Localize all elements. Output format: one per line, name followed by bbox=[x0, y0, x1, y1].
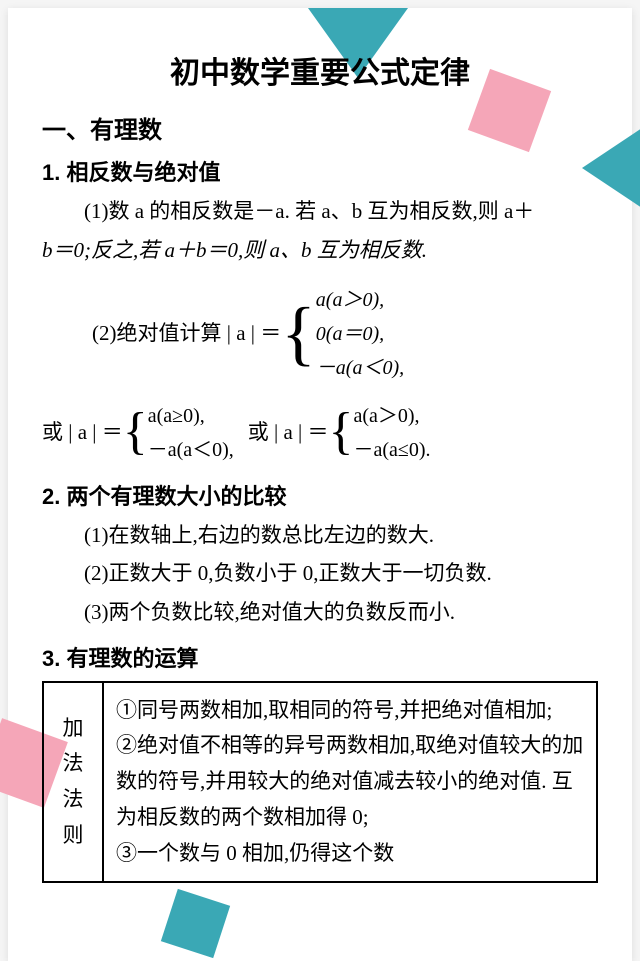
rule-line: ③一个数与 0 相加,仍得这个数 bbox=[116, 836, 584, 872]
left-brace-icon: { bbox=[329, 410, 354, 454]
section-heading: 一、有理数 bbox=[42, 110, 598, 145]
paragraph: (1)在数轴上,右边的数总比左边的数大. bbox=[42, 517, 598, 554]
math-label: 或 | a | ＝ bbox=[42, 417, 123, 449]
rule-body-cell: ①同号两数相加,取相同的符号,并把绝对值相加; ②绝对值不相等的异号两数相加,取… bbox=[103, 682, 597, 882]
rule-line: ①同号两数相加,取相同的符号,并把绝对值相加; bbox=[116, 693, 584, 729]
math-label: 或 | a | ＝ bbox=[248, 417, 329, 449]
text-line: (1)数 a 的相反数是－a. 若 a、b 互为相反数,则 a＋ bbox=[84, 199, 534, 223]
math-case: a(a＞0), bbox=[353, 399, 430, 433]
math-case: －a(a＜0), bbox=[316, 351, 404, 385]
table-row: 加法法则 ①同号两数相加,取相同的符号,并把绝对值相加; ②绝对值不相等的异号两… bbox=[43, 682, 597, 882]
math-formula-abs-3case: (2)绝对值计算 | a | ＝ { a(a＞0), 0(a＝0), －a(a＜… bbox=[92, 283, 598, 385]
decor-square-teal-bottom bbox=[161, 889, 230, 958]
paragraph: (1)数 a 的相反数是－a. 若 a、b 互为相反数,则 a＋ bbox=[42, 193, 598, 230]
paragraph: b＝0;反之,若 a＋b＝0,则 a、b 互为相反数. bbox=[42, 232, 598, 269]
math-case: a(a＞0), bbox=[316, 283, 404, 317]
math-label: (2)绝对值计算 | a | ＝ bbox=[92, 318, 281, 350]
math-case: a(a≥0), bbox=[148, 399, 234, 433]
page-title: 初中数学重要公式定律 bbox=[42, 48, 598, 92]
rule-label: 加法法则 bbox=[56, 711, 90, 854]
document-content: 初中数学重要公式定律 一、有理数 1. 相反数与绝对值 (1)数 a 的相反数是… bbox=[42, 48, 598, 883]
rule-label-cell: 加法法则 bbox=[43, 682, 103, 882]
math-case: －a(a≤0). bbox=[353, 433, 430, 467]
math-case: 0(a＝0), bbox=[316, 317, 404, 351]
rules-table: 加法法则 ①同号两数相加,取相同的符号,并把绝对值相加; ②绝对值不相等的异号两… bbox=[42, 681, 598, 883]
paragraph: (2)正数大于 0,负数小于 0,正数大于一切负数. bbox=[42, 555, 598, 592]
left-brace-icon: { bbox=[281, 303, 316, 364]
rule-line: ②绝对值不相等的异号两数相加,取绝对值较大的加数的符号,并用较大的绝对值减去较小… bbox=[116, 728, 584, 835]
paragraph: (3)两个负数比较,绝对值大的负数反而小. bbox=[42, 594, 598, 631]
left-brace-icon: { bbox=[123, 410, 148, 454]
math-formula-abs-2case: 或 | a | ＝ { a(a≥0), －a(a＜0), 或 | a | ＝ {… bbox=[42, 399, 598, 467]
subsection-heading: 2. 两个有理数大小的比较 bbox=[42, 479, 598, 511]
math-case: －a(a＜0), bbox=[148, 433, 234, 467]
subsection-heading: 3. 有理数的运算 bbox=[42, 641, 598, 673]
text-line: b＝0;反之,若 a＋b＝0,则 a、b 互为相反数. bbox=[42, 238, 427, 262]
subsection-heading: 1. 相反数与绝对值 bbox=[42, 155, 598, 187]
